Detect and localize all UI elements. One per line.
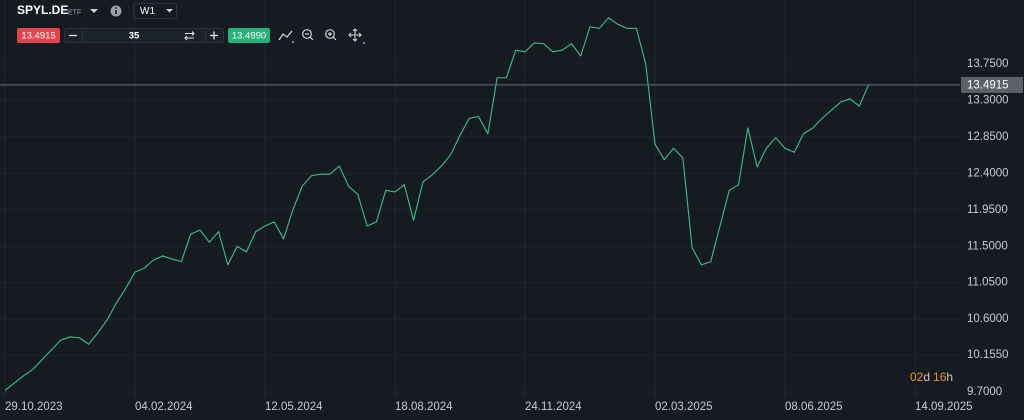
bid-price[interactable]: 13.4915: [21, 31, 55, 42]
buy-button[interactable]: [228, 28, 270, 43]
timeframe-box[interactable]: [133, 3, 177, 19]
countdown-days: 02: [910, 370, 924, 384]
x-tick-label: 08.06.2025: [785, 401, 843, 413]
y-tick-label: 10.1550: [967, 349, 1009, 361]
price-line: [4, 17, 870, 391]
timeframe-dropdown[interactable]: [166, 9, 173, 13]
y-tick-label: 11.9500: [967, 204, 1008, 216]
timeframe[interactable]: W1: [140, 6, 155, 17]
last-price-label: 13.4915: [967, 79, 1009, 91]
info-icon-dot: [115, 7, 117, 9]
y-tick-label: 10.6000: [967, 313, 1009, 325]
toolbar: SPYL.DE ETF W1 13.4915 35 13.4990: [17, 3, 365, 44]
x-tick-label: 12.05.2024: [265, 401, 323, 413]
zoom-out-icon[interactable]: [302, 29, 312, 39]
info-icon-stem: [115, 10, 117, 14]
x-tick-label: 14.09.2025: [915, 401, 973, 413]
chart-type-icon[interactable]: [278, 30, 293, 41]
sell-button[interactable]: [17, 28, 60, 43]
x-tick-label: 24.11.2024: [525, 401, 582, 413]
symbol-dropdown[interactable]: [90, 9, 98, 13]
y-tick-label: 12.8500: [967, 131, 1009, 143]
y-tick-label: 12.4000: [967, 167, 1009, 179]
pan-icon-dot: [363, 42, 365, 44]
countdown-hours-unit: h: [946, 370, 953, 384]
y-tick-label: 13.7500: [967, 58, 1009, 70]
axes: 9.7000 10.1550 10.6000 11.0500 11.5000 11.950…: [5, 58, 1023, 413]
x-tick-label: 04.02.2024: [135, 401, 193, 413]
zoom-out-glyph: [305, 33, 314, 41]
zoom-in-icon[interactable]: [325, 29, 335, 39]
y-tick-label: 11.0500: [967, 277, 1008, 289]
last-price-box: [961, 76, 1023, 93]
y-tick-label: 9.7000: [967, 386, 1002, 398]
symbol[interactable]: SPYL.DE: [17, 3, 68, 17]
plus-button[interactable]: [210, 31, 218, 40]
plot: [0, 17, 960, 391]
y-tick-label: 13.3000: [967, 94, 1009, 106]
asset-type: ETF: [68, 9, 81, 16]
quantity-box[interactable]: [64, 28, 224, 43]
zoom-in-glyph: [328, 32, 337, 41]
swap-icon[interactable]: [184, 31, 195, 41]
countdown-days-unit: d: [923, 370, 930, 384]
x-tick-label: 29.10.2023: [5, 401, 63, 413]
ask-price[interactable]: 13.4990: [232, 31, 266, 42]
chart-type-icon-dot: [292, 41, 294, 43]
grid: [0, 0, 960, 398]
y-tick-label: 11.5000: [967, 240, 1008, 252]
pan-icon[interactable]: [348, 28, 362, 42]
countdown-hours: 16: [933, 370, 947, 384]
x-tick-label: 02.03.2025: [655, 401, 713, 413]
x-tick-label: 18.08.2024: [395, 401, 453, 413]
quantity[interactable]: 35: [129, 31, 140, 42]
countdown: 02d 16h: [910, 370, 953, 384]
